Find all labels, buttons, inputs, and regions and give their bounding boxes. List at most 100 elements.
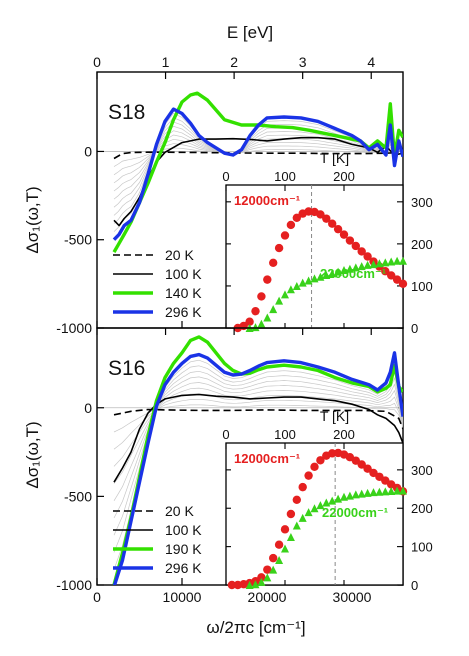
inset-point-triangle [375,259,384,268]
panel-label: S18 [108,101,145,124]
top-axis-title: E [eV] [227,23,273,42]
y-tick-label: 0 [84,400,92,416]
series-line-100k [113,393,403,483]
y-tick-label: -1000 [56,577,92,593]
inset-point-triangle [363,488,372,497]
series-line-20k [113,408,403,430]
inset-point-circle [274,540,284,549]
inset-point-triangle [345,491,354,500]
inset-point-triangle [251,323,260,332]
inset-point-triangle [263,313,272,322]
inset-point-triangle [399,256,407,265]
legend-label: 100 K [165,266,202,282]
inset-point-circle [357,247,366,256]
top-tick-label: 1 [162,54,170,70]
y-tick-label: -500 [64,488,92,504]
inset-point-triangle [310,504,319,513]
series-line-20k [113,151,399,160]
inset-label-12000: 12000cm⁻¹ [234,193,300,208]
inset-point-triangle [363,260,372,269]
inset-point-triangle [257,577,266,586]
inset-top-tick-label: 0 [222,169,229,184]
inset-point-circle [286,220,296,230]
inset-point-triangle [387,486,396,495]
inset-point-circle [322,214,331,223]
inset-point-circle [328,219,337,228]
series-line-296k [112,107,403,241]
inset-point-circle [357,460,366,469]
inset-point-triangle [286,533,295,542]
inset-point-triangle [357,489,366,498]
top-tick-label: 3 [299,54,307,70]
inset-point-circle [363,252,372,261]
legend-label: 140 K [165,285,202,301]
inset-point-triangle [351,490,360,499]
inset-point-triangle [334,267,343,276]
grey-curve [113,376,403,519]
inset-point-circle [280,231,290,240]
inset-label-22000: 22000cm⁻¹ [322,505,388,520]
inset-point-circle [280,525,290,534]
inset-x-title: T [K] [320,408,349,424]
inset-point-circle [292,495,301,504]
grey-curve [113,404,403,433]
y-axis-title-bottom: Δσ₁(ω,T) [23,421,42,488]
inset-point-triangle [322,271,331,280]
inset-point-circle [387,271,396,280]
inset-point-triangle [369,488,378,497]
inset-point-circle [339,230,349,239]
inset-point-triangle [375,487,384,496]
x-tick-label: 0 [93,589,101,605]
inset-point-triangle [316,272,325,281]
inset-right-tick-label: 300 [411,463,433,478]
inset-point-triangle [399,486,407,495]
inset-right-tick-label: 0 [411,578,418,593]
inset-point-circle [316,456,325,465]
inset-point-circle [227,580,237,590]
panel-s18: -1000 -500 0 0 1 2 3 4 S18 20 K 100 K 140 K 296 K 0 10… [56,54,433,336]
x-tick-label: 30000 [333,589,372,605]
legend-label: 100 K [165,522,202,538]
inset-point-triangle [275,556,284,565]
grey-curve [113,387,403,484]
inset-point-triangle [257,319,266,328]
inset-point-triangle [292,521,301,530]
series-line-296k [112,351,403,585]
inset-point-triangle [269,305,278,314]
legend-label: 20 K [165,247,194,263]
inset-point-triangle [357,262,366,271]
inset-point-circle [292,213,301,223]
grey-curve [113,134,403,192]
x-tick-label: 20000 [248,589,287,605]
inset-right-tick-label: 0 [411,321,418,336]
inset-x-title: T [K] [320,150,349,166]
y-axis-title-top: Δσ₁(ω,T) [23,186,42,253]
inset-point-triangle [275,296,284,305]
y-tick-label: -1000 [56,320,92,336]
inset-point-circle [269,553,278,563]
inset-point-triangle [387,257,396,266]
inset-point-triangle [304,276,313,285]
inset-point-triangle [340,265,348,274]
inset-right-tick-label: 200 [411,237,433,252]
top-tick-label: 4 [367,54,375,70]
legend-label: 296 K [165,560,202,576]
inset: 0 100 200 T [K] 0 100 200 300 12000cm⁻¹ 22000cm⁻¹ [222,150,432,336]
inset-point-triangle [393,256,402,265]
grey-curve [113,121,403,216]
inset-point-triangle [393,486,402,495]
inset-right-tick-label: 100 [411,279,433,294]
series-group [112,335,403,585]
inset-point-circle [363,464,372,473]
inset-point-circle [286,509,296,519]
inset-point-triangle [310,274,319,283]
inset-point-triangle [351,263,360,272]
top-tick-label: 0 [93,54,101,70]
inset-right-tick-label: 300 [411,195,433,210]
inset-label-12000: 12000cm⁻¹ [234,451,300,466]
top-tick-label: 2 [230,54,238,70]
inset-point-triangle [369,260,378,269]
inset-point-circle [310,462,319,471]
inset-point-triangle [381,487,390,496]
grey-curve [113,370,403,536]
